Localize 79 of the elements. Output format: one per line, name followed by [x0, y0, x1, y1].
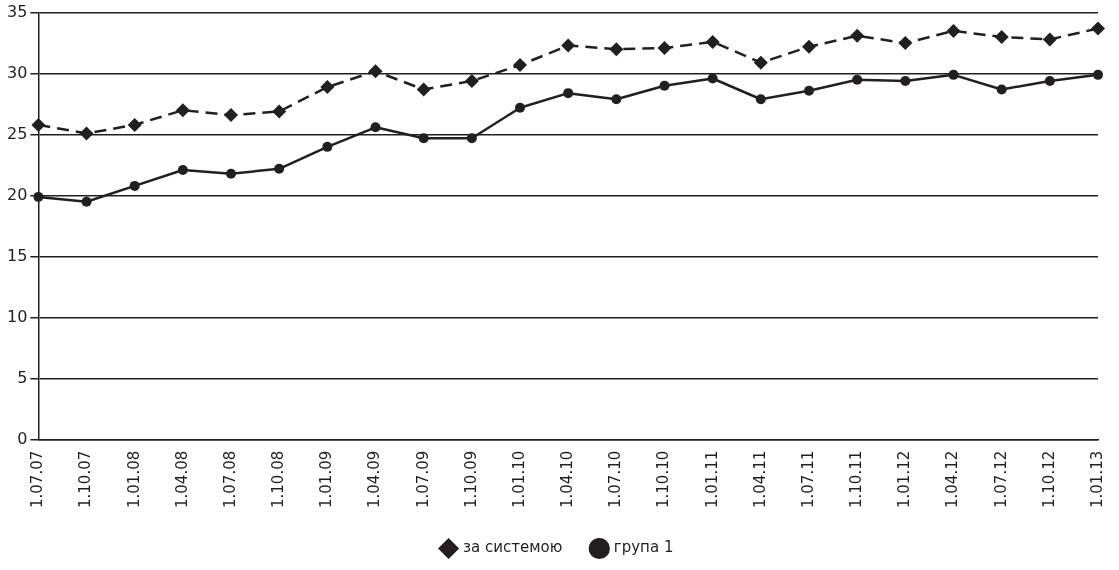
x-tick-label: 1.10.08: [269, 450, 288, 509]
y-tick-label: 20: [7, 184, 28, 204]
point: [368, 64, 383, 79]
point: [79, 126, 94, 141]
point: [705, 34, 720, 49]
point: [224, 108, 239, 123]
point: [753, 55, 768, 70]
x-tick-label: 1.01.13: [1087, 450, 1106, 509]
point: [31, 117, 46, 132]
x-tick-label: 1.04.08: [172, 450, 191, 509]
point: [81, 196, 92, 207]
point: [804, 85, 815, 96]
y-tick-label: 0: [17, 428, 28, 448]
x-tick-label: 1.01.10: [509, 450, 528, 509]
point: [466, 133, 477, 144]
point: [852, 74, 863, 85]
point: [802, 39, 817, 54]
point: [611, 94, 622, 105]
point: [513, 58, 528, 73]
point: [370, 122, 381, 133]
point: [416, 82, 431, 97]
x-tick-label: 1.04.11: [750, 450, 769, 509]
point: [563, 88, 574, 99]
x-tick-label: 1.10.10: [654, 450, 673, 509]
point: [464, 73, 479, 88]
x-tick-label: 1.07.08: [220, 450, 239, 509]
y-tick-label: 30: [7, 62, 28, 82]
point: [175, 103, 190, 118]
point: [561, 38, 576, 53]
point: [129, 180, 140, 191]
point: [994, 30, 1009, 45]
x-tick-label: 1.07.09: [413, 450, 432, 509]
point: [609, 42, 624, 57]
point: [948, 69, 959, 80]
x-tick-label: 1.07.07: [28, 450, 47, 509]
x-tick-label: 1.04.09: [365, 450, 384, 509]
x-tick-label: 1.10.07: [76, 450, 95, 509]
x-tick-label: 1.04.10: [558, 450, 577, 509]
point: [657, 40, 672, 55]
point: [418, 133, 429, 144]
point: [272, 104, 287, 119]
y-tick-label: 10: [7, 306, 28, 326]
y-tick-label: 15: [7, 245, 28, 265]
y-tick-label: 5: [17, 367, 28, 387]
x-tick-label: 1.07.10: [606, 450, 625, 509]
x-tick-label: 1.01.11: [702, 450, 721, 509]
x-tick-label: 1.04.12: [943, 450, 962, 509]
x-tick-label: 1.10.11: [847, 450, 866, 509]
point: [515, 102, 526, 113]
point: [900, 75, 911, 86]
point: [659, 80, 670, 91]
point: [1044, 75, 1055, 86]
point: [320, 80, 335, 95]
point: [33, 191, 44, 202]
point: [707, 73, 718, 84]
y-tick-label: 25: [7, 123, 28, 143]
point: [274, 163, 285, 174]
x-tick-label: 1.01.09: [317, 450, 336, 509]
x-tick-label: 1.07.11: [798, 450, 817, 509]
point: [1091, 21, 1105, 36]
point: [850, 28, 865, 43]
x-tick-label: 1.10.12: [1039, 450, 1058, 509]
point: [898, 36, 913, 51]
point: [1042, 32, 1057, 47]
point: [755, 94, 766, 105]
x-tick-label: 1.07.12: [991, 450, 1010, 509]
point: [177, 165, 188, 176]
point: [226, 168, 237, 179]
x-tick-label: 1.10.09: [461, 450, 480, 509]
legend-label: група 1: [613, 538, 674, 557]
point: [1093, 69, 1103, 80]
point: [946, 23, 961, 38]
legend-label: за системою: [463, 538, 563, 557]
y-tick-label: 35: [7, 1, 28, 21]
point: [322, 141, 333, 152]
x-tick-label: 1.01.08: [124, 450, 143, 509]
point: [127, 117, 142, 132]
point: [996, 84, 1007, 95]
x-tick-label: 1.01.12: [895, 450, 914, 509]
